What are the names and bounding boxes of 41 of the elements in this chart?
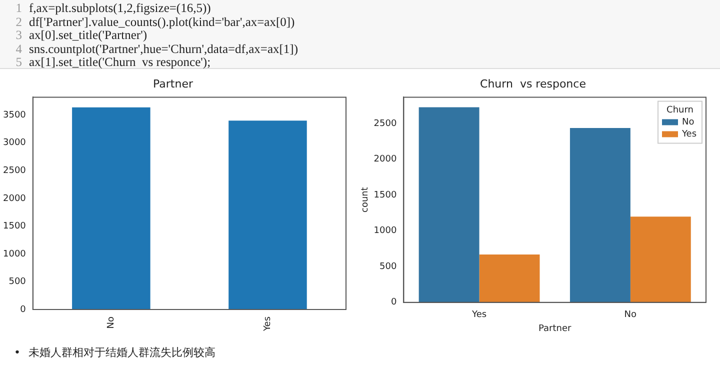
y-tick-label: 0 <box>390 298 397 308</box>
text: f,ax=plt.subplots(1,2,figsize=(16,5)) <box>29 1 211 15</box>
bar <box>479 254 540 302</box>
legend-label: No <box>682 118 695 128</box>
text: ax[0].set_title('Partner') <box>29 28 147 42</box>
text: 1 <box>14 1 22 16</box>
y-tick-label: 3500 <box>3 110 26 120</box>
y-tick-label: 2000 <box>374 154 397 165</box>
x-tick-label: Yes <box>471 310 487 320</box>
x-axis-title: Partner <box>538 324 572 334</box>
y-tick-label: 2500 <box>374 119 397 129</box>
chart-title: Churn vs responce <box>480 77 586 90</box>
y-tick-label: 1500 <box>374 190 397 200</box>
legend-label: Yes <box>681 130 697 140</box>
text: 3 <box>14 28 22 42</box>
text: 未婚人群相对于结婚人群流失比例较高 <box>28 346 216 359</box>
bar <box>630 216 691 302</box>
text: sns.countplot('Partner',hue='Churn',data=df,ax=ax[1]) <box>29 42 298 56</box>
y-tick-label: 500 <box>8 277 26 288</box>
text: 2 <box>14 14 22 29</box>
y-tick-label: 1000 <box>374 226 397 236</box>
text: 5 <box>14 55 22 70</box>
y-tick-label: 3000 <box>3 138 26 148</box>
y-axis-title: count <box>360 186 371 213</box>
y-tick-label: 500 <box>380 262 397 272</box>
x-tick-label: No <box>624 310 638 320</box>
y-tick-label: 2000 <box>3 194 26 204</box>
x-tick-label: Yes <box>263 316 274 332</box>
text: 4 <box>14 42 22 56</box>
y-tick-label: 1000 <box>3 249 26 260</box>
text: ax[1].set_title('Churn vs responce'); <box>29 55 211 69</box>
y-tick-label: 0 <box>20 304 26 315</box>
y-tick-label: 2500 <box>3 166 26 176</box>
x-tick-label: No <box>106 316 117 329</box>
y-tick-label: 1500 <box>3 222 26 232</box>
text: df['Partner'].value_counts().plot(kind='bar',ax=ax[0]) <box>29 14 295 28</box>
bar <box>418 107 480 302</box>
legend-title: Churn <box>666 106 694 116</box>
chart-title: Partner <box>153 77 194 90</box>
bar <box>570 128 630 302</box>
text: • <box>14 346 20 359</box>
